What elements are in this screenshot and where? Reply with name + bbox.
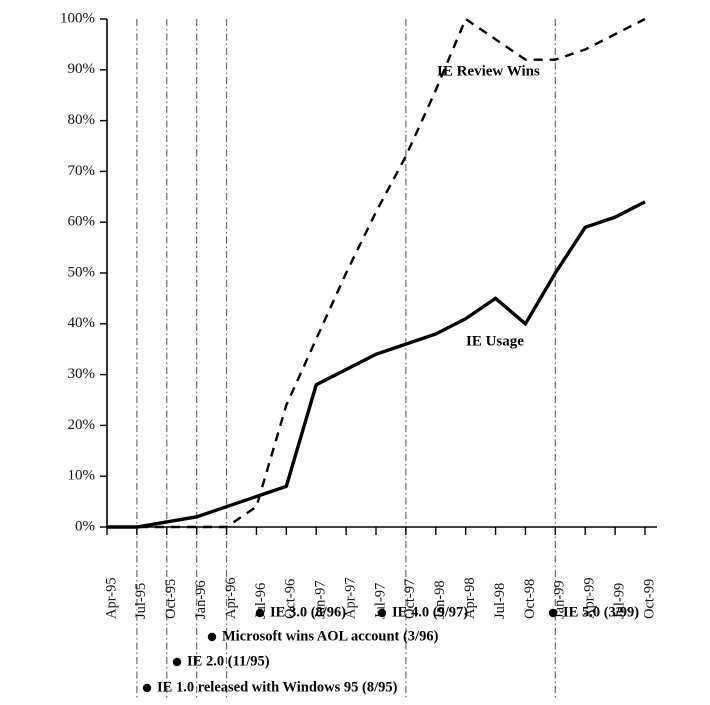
anno-aol-dot [207,632,217,642]
series-label-ie-usage: IE Usage [466,333,524,349]
y-tick-label: 40% [68,315,96,331]
series-line-ie-review-wins [107,17,646,529]
y-tick-label: 70% [68,163,96,179]
anno-ie50-label: IE 5.0 (3/99) [563,604,639,620]
x-tick-label: Apr-96 [223,577,239,619]
x-tick-label: Jan-99 [552,580,568,619]
anno-ie10-dot [142,683,152,693]
y-tick-label: 30% [68,366,96,382]
anno-ie30-dot [255,608,265,618]
x-axis-group: Apr-95 Jul-95 Oct-95 Jan-96 Apr-96 Jul-96 Oct-… [103,526,657,619]
x-tick-label: Oct-99 [641,579,657,619]
anno-ie40-label: IE 4.0 (9/97) [392,604,468,620]
y-tick-label: 50% [68,264,96,280]
annotations-group: IE 1.0 released with Windows 95 (8/95) IE… [142,604,639,695]
anno-ie50-dot [548,608,558,618]
x-tick-label: Oct-95 [163,579,179,619]
x-tick-label: Oct-96 [283,579,299,619]
x-tick-label: Jan-98 [432,580,448,619]
y-tick-label: 60% [68,214,96,230]
anno-ie40-dot [377,608,387,618]
x-tick-label: Oct-98 [522,579,538,619]
x-tick-label: Jan-96 [193,580,209,619]
x-tick-label: Jul-95 [133,583,149,619]
y-axis-group: 0% 10% 20% 30% 40% 50% 60% 70% 80% 90% 100% [60,10,108,534]
x-tick-label: Apr-95 [103,577,119,619]
x-tick-label: Jul-99 [611,583,627,619]
x-tick-label: Oct-97 [402,579,418,619]
anno-ie20-dot [172,657,182,667]
y-tick-label: 0% [75,518,95,534]
y-tick-label: 100% [60,10,95,26]
x-tick-label: Apr-99 [582,577,598,619]
y-tick-label: 10% [68,468,96,484]
y-tick-label: 90% [68,61,96,77]
x-tick-label: Jul-96 [253,583,269,619]
x-tick-label: Jul-98 [492,583,508,619]
y-tick-label: 80% [68,112,96,128]
series-label-ie-review-wins: IE Review Wins [437,63,540,79]
event-lines-group [136,19,556,700]
y-tick-label: 20% [68,417,96,433]
anno-ie10-label: IE 1.0 released with Windows 95 (8/95) [157,679,398,695]
x-tick-label: Apr-97 [342,577,358,619]
anno-ie30-label: IE 3.0 (8/96) [270,604,346,620]
series-line-ie-usage [107,200,646,529]
x-tick-label: Jan-97 [313,580,329,619]
anno-ie20-label: IE 2.0 (11/95) [187,653,270,669]
x-tick-label: Apr-98 [462,577,478,619]
anno-aol-label: Microsoft wins AOL account (3/96) [222,628,439,644]
